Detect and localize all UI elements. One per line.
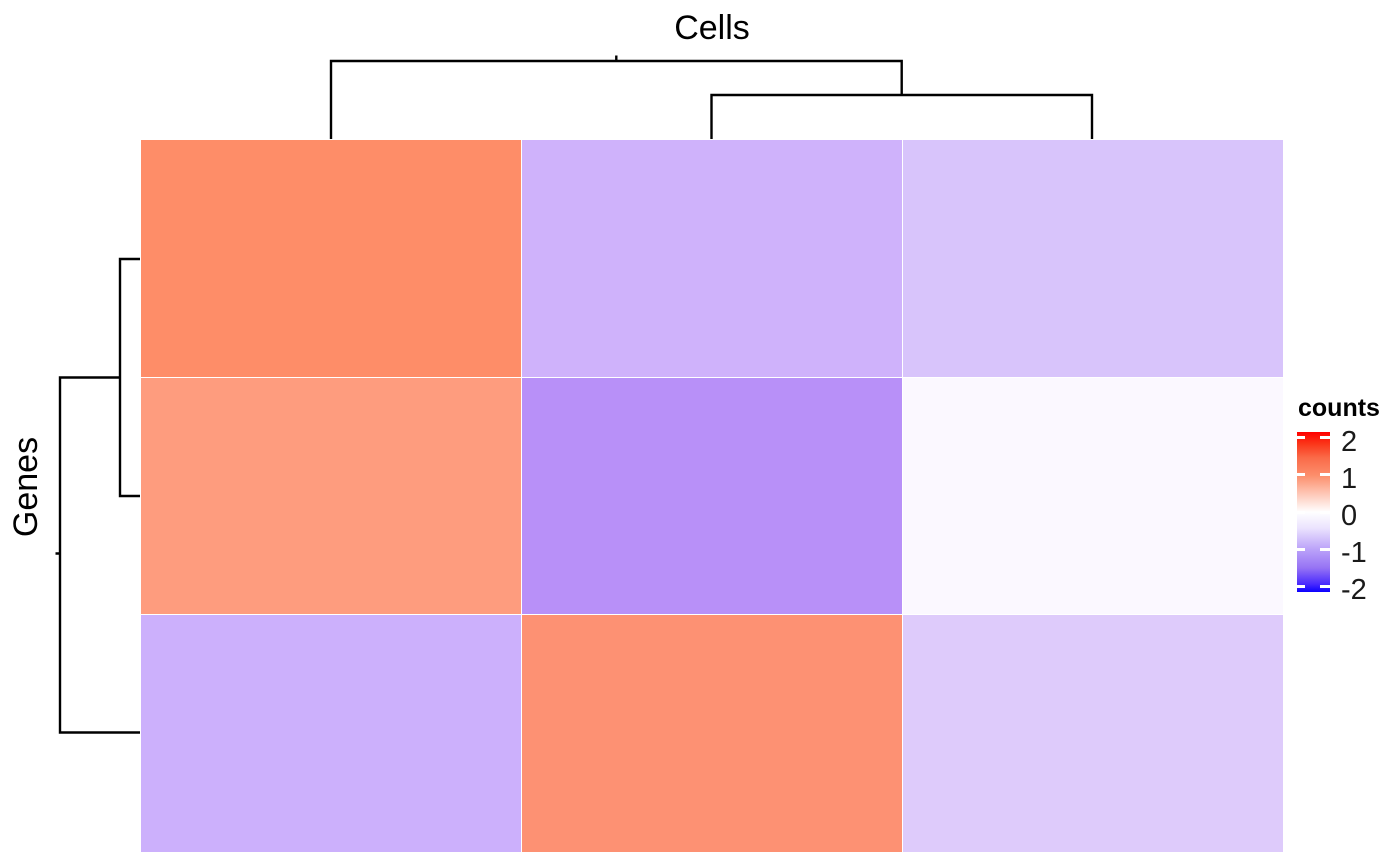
legend-tick-label: -1 [1341,537,1367,570]
legend-tick-label: 0 [1341,500,1358,532]
row-dendrogram [55,257,140,734]
column-dendrogram [329,55,1094,139]
legend-tick-mark [1320,547,1330,551]
heatmap-cell-r2c1 [522,615,902,852]
heatmap-grid [141,140,1283,852]
legend-tick-mark [1320,584,1330,588]
legend-tick-label: 2 [1341,425,1358,458]
legend-tick-mark [1320,510,1330,514]
legend-tick-mark [1320,436,1330,440]
legend-tick-mark [1295,436,1305,440]
legend-tick-label: 1 [1341,462,1358,495]
plot-title: Cells [674,9,750,47]
legend-tick-mark [1295,547,1305,551]
legend: counts 2 1 0 -1 -2 [1294,394,1400,629]
heatmap-cell-r1c1 [522,377,902,615]
legend-tick-mark [1295,584,1305,588]
legend-tick-mark [1295,473,1305,477]
heatmap-cell-r0c2 [903,140,1283,377]
heatmap-cell-r1c2 [903,377,1283,615]
heatmap-cell-r0c1 [522,140,902,377]
heatmap-cell-r1c0 [141,377,521,615]
legend-tick-mark [1295,510,1305,514]
heatmap-cell-r0c0 [141,140,521,377]
legend-tick-mark [1320,473,1330,477]
heatmap-cell-r2c2 [903,615,1283,852]
heatmap-cell-r2c0 [141,615,521,852]
legend-tick-label: -2 [1341,574,1367,607]
legend-title: counts [1298,394,1380,422]
